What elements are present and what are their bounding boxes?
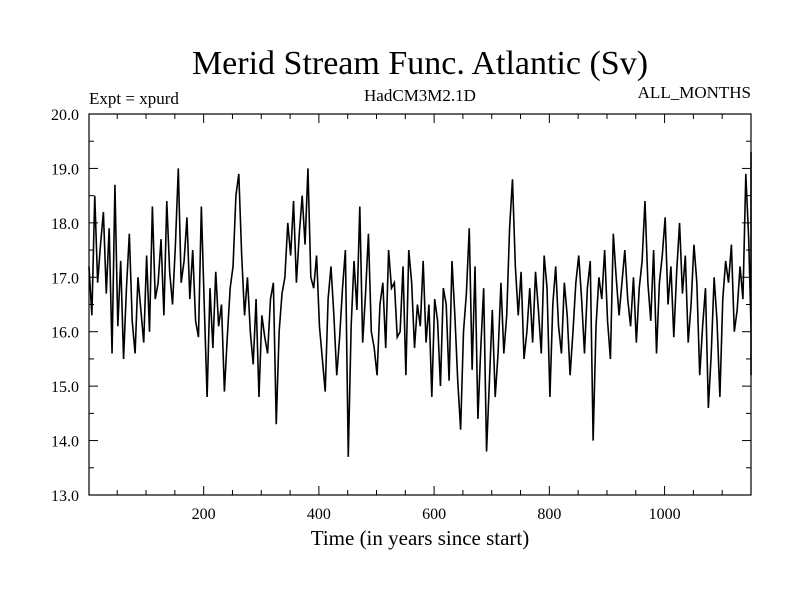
plot-frame [88, 113, 752, 496]
series-layer [88, 152, 752, 457]
x-tick-label: 800 [537, 506, 561, 523]
x-axis-label: Time (in years since start) [311, 526, 530, 550]
x-tick-label: 1000 [649, 506, 681, 523]
x-tick-label: 200 [192, 506, 216, 523]
y-tick-label: 17.0 [51, 270, 79, 287]
y-tick-label: 15.0 [51, 379, 79, 396]
axes: 13.0 14.0 15.0 16.0 17.0 18.0 19.0 20.0 200 400 60… [51, 107, 751, 523]
y-tick-label: 14.0 [51, 434, 79, 451]
y-tick-label: 18.0 [51, 216, 79, 233]
y-tick-label: 16.0 [51, 325, 79, 342]
x-tick-label: 600 [422, 506, 446, 523]
experiment-label: Expt = xpurd [89, 89, 179, 108]
y-tick-label: 20.0 [51, 107, 79, 124]
model-label: HadCM3M2.1D [364, 86, 476, 105]
months-label: ALL_MONTHS [638, 83, 751, 102]
chart-title: Merid Stream Func. Atlantic (Sv) [192, 45, 648, 82]
x-tick-label: 400 [307, 506, 331, 523]
series-line [88, 152, 752, 457]
y-tick-label: 13.0 [51, 488, 79, 505]
y-tick-label: 19.0 [51, 161, 79, 178]
